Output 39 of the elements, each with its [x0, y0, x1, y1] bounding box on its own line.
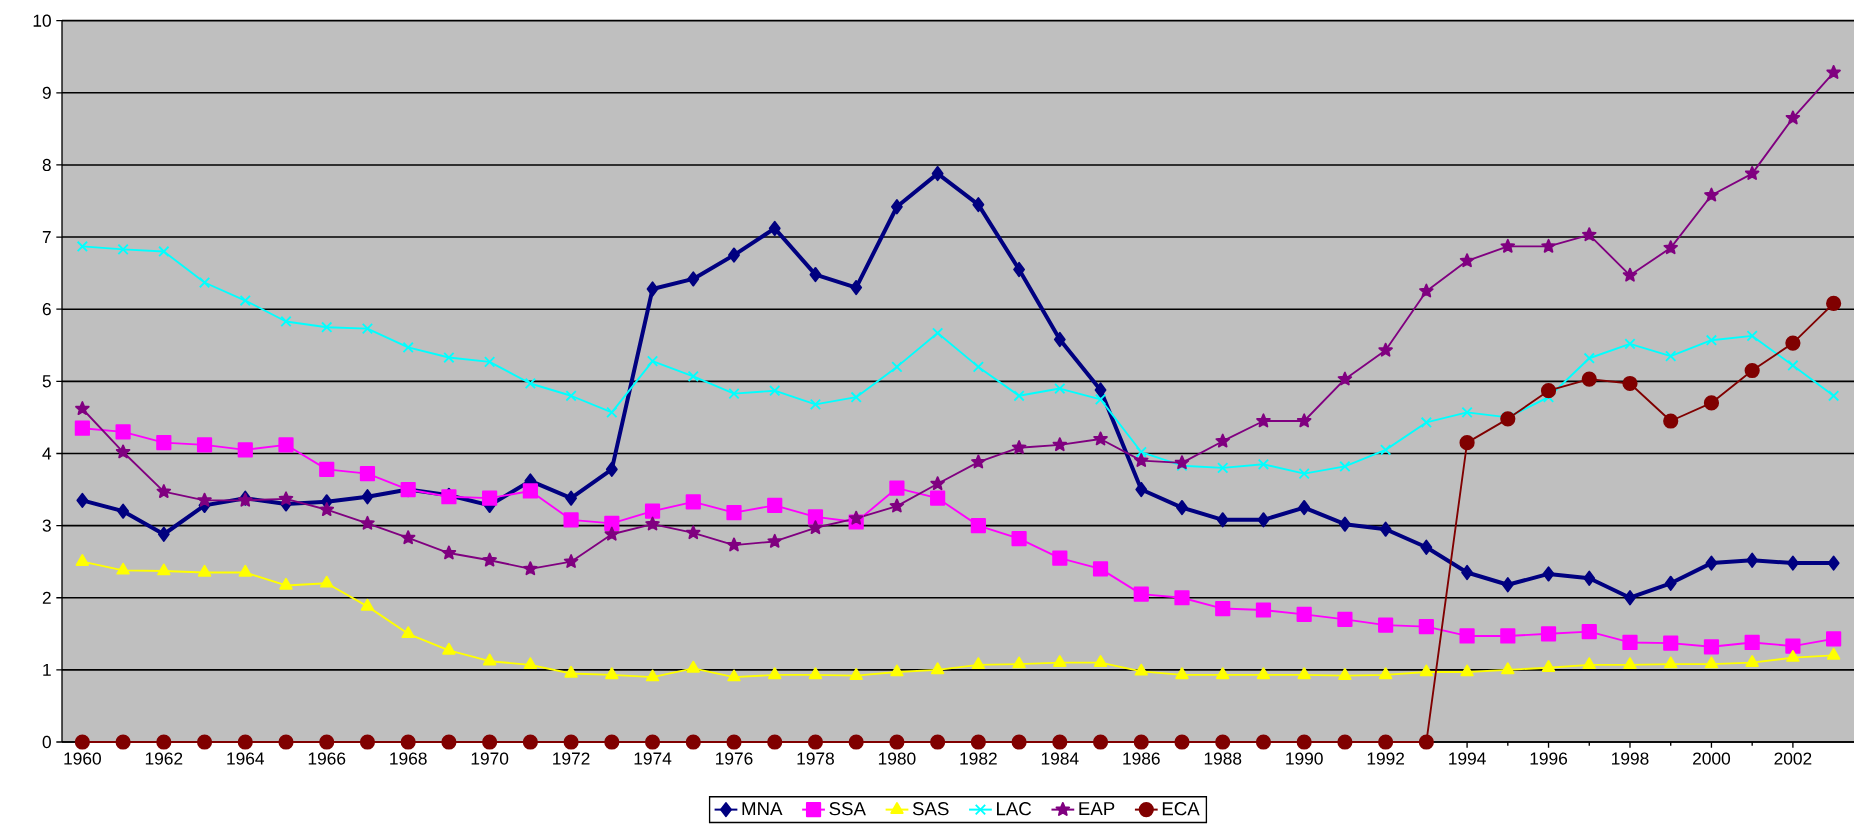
x-tick-label: 1988 — [1204, 752, 1242, 765]
y-tick-label: 2 — [42, 591, 51, 604]
x-tick-label: 2002 — [1774, 752, 1812, 765]
x-tick-label: 1984 — [1041, 752, 1079, 765]
y-tick-label: 4 — [42, 447, 52, 460]
x-tick-label: 1996 — [1530, 752, 1568, 765]
x-tick-label: 1970 — [471, 752, 509, 765]
y-tick-label: 1 — [43, 663, 51, 676]
x-tick-label: 1972 — [553, 752, 590, 765]
x-tick-label: 1986 — [1123, 752, 1160, 765]
x-tick-label: 2000 — [1693, 752, 1731, 765]
y-tick-label: 3 — [42, 519, 51, 532]
x-tick-label: 1960 — [64, 752, 101, 765]
x-tick-label: 1974 — [634, 752, 672, 765]
y-tick-label: 9 — [42, 86, 51, 99]
x-tick-label: 1998 — [1612, 752, 1649, 765]
x-tick-label: 1990 — [1286, 752, 1323, 765]
y-tick-label: 10 — [33, 14, 51, 27]
y-tick-label: 7 — [42, 231, 51, 244]
y-tick-label: 6 — [42, 303, 51, 316]
y-tick-label: 5 — [42, 375, 51, 388]
x-tick-label: 1966 — [308, 752, 346, 765]
x-tick-label: 1980 — [878, 752, 916, 765]
legend-label: SAS — [912, 802, 949, 816]
x-tick-label: 1962 — [145, 752, 183, 765]
x-tick-label: 1968 — [390, 752, 427, 765]
legend-label: MNA — [742, 802, 783, 816]
legend-label: EAP — [1079, 802, 1115, 816]
x-tick-label: 1994 — [1449, 752, 1486, 765]
x-tick-label: 1982 — [960, 752, 997, 765]
x-tick-label: 1976 — [716, 752, 753, 765]
x-tick-label: 1978 — [797, 752, 834, 765]
legend-label: SSA — [829, 802, 866, 816]
legend-label: LAC — [997, 802, 1032, 816]
x-tick-label: 1964 — [227, 752, 265, 765]
legend-label: ECA — [1162, 802, 1200, 816]
y-tick-label: 0 — [42, 735, 51, 749]
y-tick-label: 8 — [42, 158, 51, 172]
x-tick-label: 1992 — [1367, 752, 1405, 765]
